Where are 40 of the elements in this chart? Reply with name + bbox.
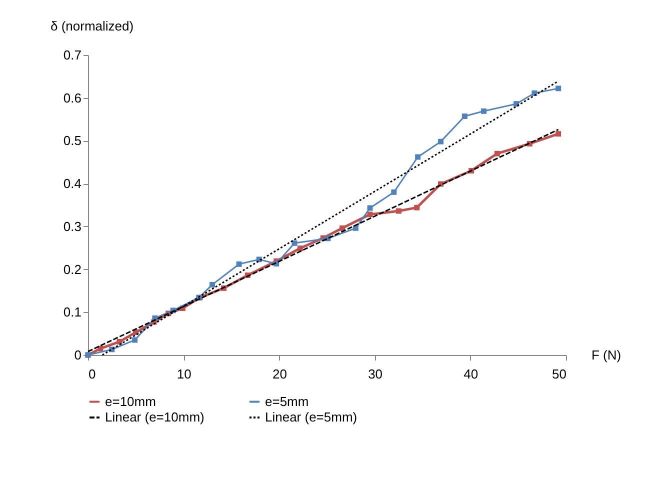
point [367, 205, 373, 211]
x-tick-label: 50 [552, 366, 566, 382]
y-tick-label: 0.1 [63, 304, 82, 320]
y-tick-label: 0.2 [63, 262, 82, 277]
legend-label: Linear (e=5mm) [265, 410, 358, 424]
point [514, 101, 520, 107]
point [297, 246, 303, 252]
point [116, 338, 122, 344]
y-tick-label: 0.5 [63, 133, 82, 148]
point [494, 150, 500, 156]
point [415, 154, 421, 160]
x-tick-label: 0 [88, 366, 96, 382]
point [236, 261, 242, 267]
x-tick-label: 10 [176, 366, 192, 382]
legend-label: e=10mm [105, 394, 156, 409]
y-tick-label: 0.4 [63, 176, 82, 192]
point [414, 204, 420, 210]
x-tick-label: 30 [368, 366, 383, 382]
x-tick-label: 40 [464, 366, 478, 382]
point [340, 225, 346, 231]
x-tick-label: 20 [272, 366, 287, 382]
y-axis-title: δ (normalized) [50, 18, 134, 34]
point [367, 212, 373, 218]
y-tick-label: 0.3 [63, 218, 82, 234]
point [391, 189, 397, 195]
point [481, 108, 487, 114]
y-tick-label: 0 [74, 348, 82, 362]
point [132, 337, 138, 343]
legend-label: Linear (e=10mm) [105, 410, 204, 424]
y-tick-label: 0.6 [63, 90, 82, 106]
x-axis-title: F (N) [592, 348, 622, 362]
point [438, 138, 444, 144]
legend-label: e=5mm [265, 394, 309, 409]
point [352, 225, 358, 231]
point [556, 86, 562, 92]
point [396, 208, 402, 214]
point [556, 131, 562, 137]
point [210, 282, 216, 288]
y-tick-label: 0.7 [63, 48, 82, 62]
point [462, 114, 468, 120]
